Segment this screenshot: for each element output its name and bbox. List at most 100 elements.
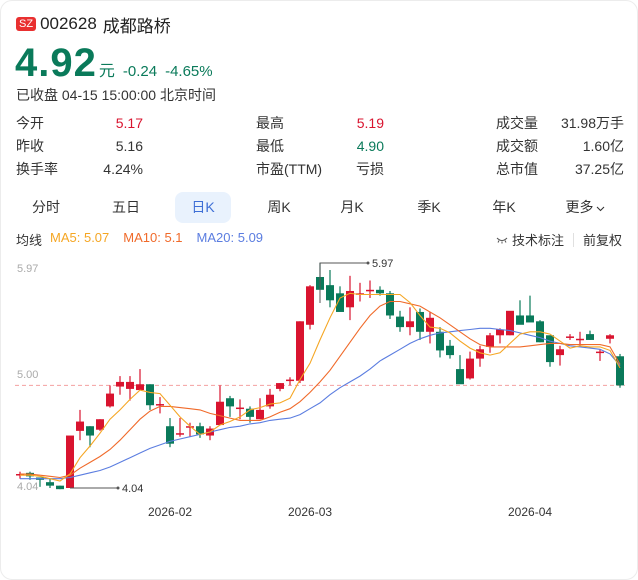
candle-body [556,349,564,356]
candle-body [96,419,104,430]
candle-body [236,407,244,410]
current-price: 4.92 [15,41,97,85]
stat-value: 1.60亿 [582,138,624,154]
chevron-down-icon [596,192,605,223]
candle-body [486,335,494,347]
tab-yearly-k[interactable]: 年K [492,199,516,215]
candle-body [26,472,34,477]
annotation-toggle[interactable]: 技术标注 [496,230,564,249]
ma10-value: MA10: 5.1 [123,230,183,245]
market-status: 已收盘 04-15 15:00:00 北京时间 [16,87,216,103]
stat-value: 4.90 [356,138,384,154]
stat-low: 最低 4.90 [256,136,384,156]
x-axis-label-feb: 2026-02 [148,505,193,519]
tab-quarterly-k[interactable]: 季K [417,199,441,215]
stat-label: 成交量 [496,115,538,131]
candle-body [416,311,424,332]
ma-label: 均线 [16,233,43,248]
candle-body [576,338,584,341]
candle-body [66,435,74,488]
candle-body [386,293,394,316]
candle-body [86,426,94,436]
candle-body [456,369,464,385]
candle-body [616,356,624,386]
candle-body [216,401,224,426]
max-annotation-line [319,262,368,303]
candle-body [506,310,514,336]
tab-intraday[interactable]: 分时 [32,199,60,215]
stat-value: 亏损 [356,161,384,177]
candle-body [336,293,344,312]
stat-open: 今开 5.17 [16,113,143,133]
stat-value: 37.25亿 [574,161,624,177]
period-tabs: 分时 五日 日K 周K 月K 季K 年K 更多 [1,192,638,223]
tab-daily-k[interactable]: 日K [175,192,231,223]
stat-label: 总市值 [496,161,538,177]
stat-label: 昨收 [16,138,44,154]
price-change-pct: -4.65% [165,63,213,80]
candle-body [396,316,404,328]
candle-body [476,349,484,359]
tab-five-day[interactable]: 五日 [112,199,140,215]
kline-chart[interactable]: 5.97 4.04 [1,251,638,521]
candle-body [156,404,164,406]
candle-body [546,335,554,363]
chart-options: 技术标注 前复权 [496,230,622,249]
candle-body [256,409,264,420]
candle-body [586,334,594,340]
candle-body [326,285,334,301]
candle-body [166,426,174,444]
stat-label: 今开 [16,115,44,131]
stat-value: 31.98万手 [560,115,624,131]
min-annotation-label: 4.04 [122,483,143,495]
stat-high: 最高 5.19 [256,113,384,133]
y-axis-max-label: 5.97 [17,263,39,275]
candle-body [426,317,434,332]
candle-body [466,358,474,379]
title-row: SZ 002628 成都路桥 [16,13,171,36]
candle-body [106,393,114,407]
candle-body [306,286,314,325]
x-axis-label-mar: 2026-03 [288,505,333,519]
candle-body [76,421,84,431]
stock-name[interactable]: 成都路桥 [102,16,171,36]
stat-pe-ttm: 市盈(TTM) 亏损 [256,159,384,179]
annotation-toggle-label: 技术标注 [511,233,564,248]
min-annotation-dot [116,486,120,490]
adjust-selector[interactable]: 前复权 [582,233,622,248]
candle-body [296,321,304,381]
ma10-line [20,300,621,479]
ma20-value: MA20: 5.09 [196,230,264,245]
candle-body [186,426,194,428]
y-axis-mid-label: 5.00 [17,369,39,381]
candle-body [526,315,534,323]
stat-label: 成交额 [496,138,538,154]
candle-body [116,381,124,387]
stat-value: 5.16 [115,138,143,154]
stat-turnover-rate: 换手率 4.24% [16,159,143,179]
stat-label: 换手率 [16,161,58,177]
stat-label: 最低 [256,138,284,154]
stat-value: 5.19 [356,115,384,131]
kline-svg[interactable]: 5.97 4.04 [1,251,638,521]
ma5-line [20,292,621,482]
candle-body [136,384,144,391]
price-change: -0.24 [122,63,158,80]
x-axis-label-apr: 2026-04 [508,505,553,519]
tab-more[interactable]: 更多 [556,192,614,223]
candle-body [246,408,254,417]
stock-code: 002628 [40,14,97,33]
tab-monthly-k[interactable]: 月K [340,199,364,215]
ma5-value: MA5: 5.07 [50,230,110,245]
candle-body [286,379,294,382]
candle-body [436,331,444,351]
ma20-line [20,327,621,480]
ma-legend: 均线 MA5: 5.07 MA10: 5.1 MA20: 5.09 [16,230,277,249]
tab-weekly-k[interactable]: 周K [267,199,291,215]
candle-body [366,289,374,292]
candle-body [56,485,64,490]
divider [572,232,574,247]
candle-body [196,426,204,435]
candle-body [496,329,504,336]
